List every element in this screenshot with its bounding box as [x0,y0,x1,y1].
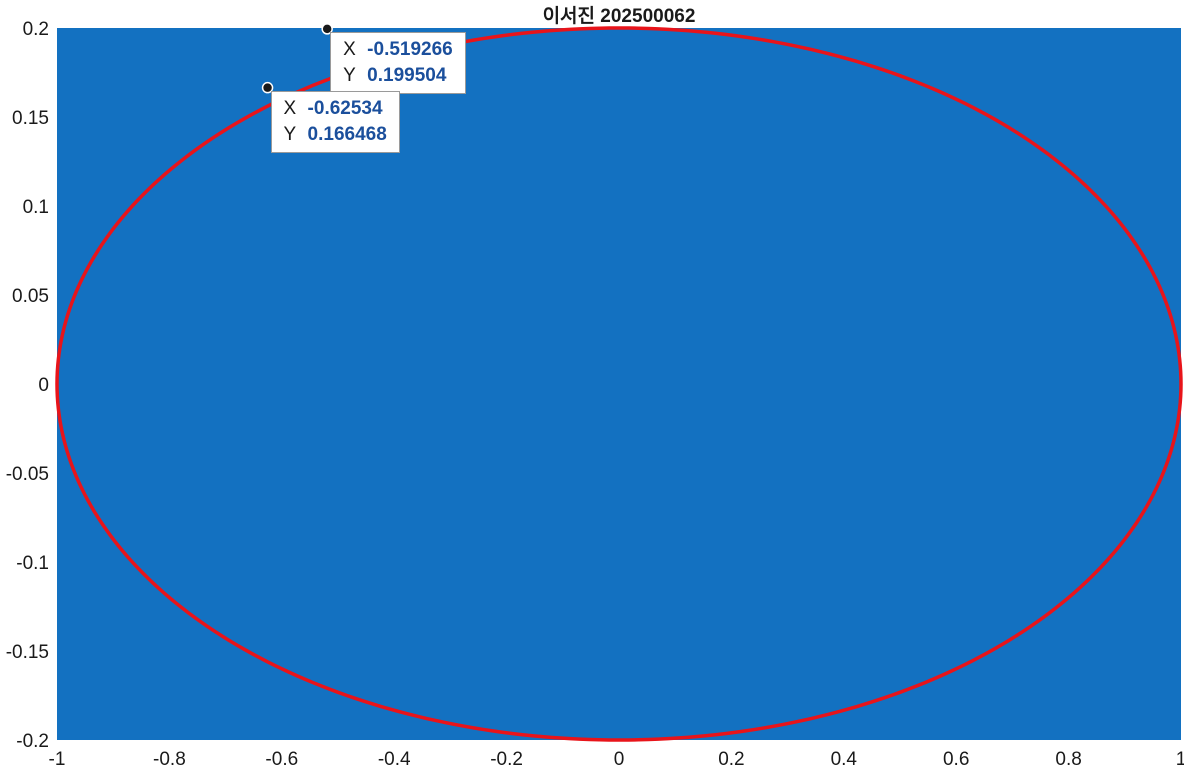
datatip-y-value: 0.166468 [307,123,387,145]
datatip-y-value: 0.199504 [367,64,447,86]
x-tick-label: -1 [49,749,66,770]
plot-area [57,28,1181,740]
y-tick-label: 0 [38,375,49,396]
datatip-x-value: -0.62534 [307,97,383,119]
datatip[interactable]: X -0.519266 Y 0.199504 [330,31,466,94]
datatip-y-label: Y [283,123,297,145]
y-tick-label: 0.05 [12,286,49,307]
y-tick-label: 0.1 [23,197,49,218]
x-tick-label: 0.8 [1055,749,1081,770]
y-tick-label: -0.05 [6,464,49,485]
x-tick-label: -0.2 [490,749,523,770]
x-tick-label: -0.8 [153,749,186,770]
y-tick-label: -0.1 [16,553,49,574]
datatip-y-label: Y [343,64,356,86]
x-tick-label: 0.2 [718,749,744,770]
datatip[interactable]: X -0.62534 Y 0.166468 [270,90,400,153]
datatip-x-value: -0.519266 [367,38,453,60]
datatip-marker[interactable] [261,81,274,94]
x-tick-label: 0.4 [831,749,858,770]
ellipse-series-line [55,26,1183,742]
datatip-x-label: X [343,38,356,60]
y-tick-label: 0.15 [12,108,49,129]
datatip-marker[interactable] [321,23,333,35]
y-tick-label: -0.2 [16,731,49,752]
x-tick-label: -0.4 [378,749,411,770]
x-tick-label: 0 [614,749,625,770]
x-tick-label: 1 [1176,749,1184,770]
datatip-x-label: X [283,97,297,119]
chart-title: 이서진 202500062 [543,5,696,27]
x-tick-label: 0.6 [943,749,969,770]
y-tick-label: 0.2 [23,19,49,40]
y-tick-label: -0.15 [6,642,49,663]
x-tick-label: -0.6 [265,749,298,770]
